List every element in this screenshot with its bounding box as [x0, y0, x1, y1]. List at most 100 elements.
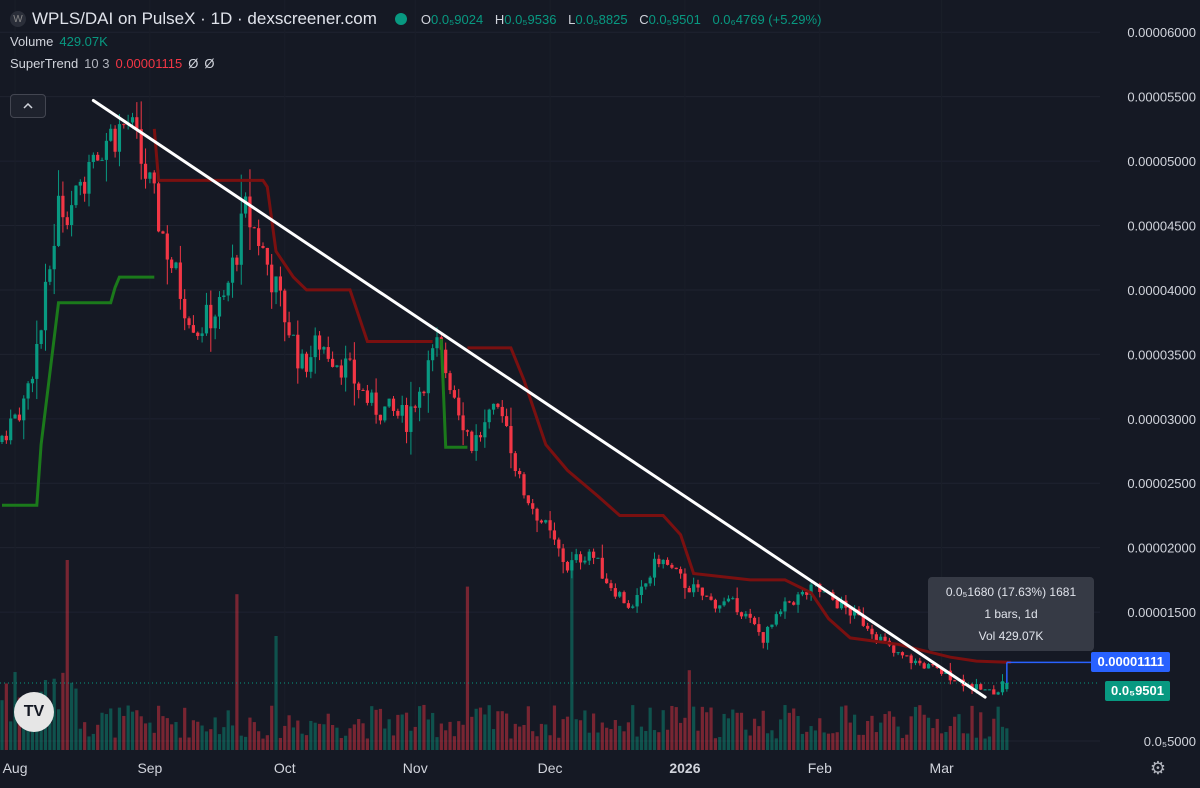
- volume-bar: [570, 563, 574, 750]
- volume-bar: [500, 711, 504, 750]
- volume-bar: [835, 732, 839, 750]
- candle-body: [513, 453, 517, 472]
- candle-body: [261, 245, 265, 248]
- candle-body: [639, 586, 644, 595]
- volume-bar: [831, 733, 835, 750]
- volume-bars: [0, 560, 1009, 750]
- high-value: 0.0₅9536: [504, 11, 557, 27]
- volume-bar: [126, 705, 130, 750]
- candle-body: [465, 430, 470, 432]
- supertrend: [2, 128, 1012, 664]
- volume-bar: [187, 737, 191, 750]
- volume-bar: [100, 712, 104, 750]
- candle-body: [570, 560, 574, 571]
- candle-body: [613, 588, 617, 597]
- trendline[interactable]: [91, 99, 987, 699]
- volume-bar: [422, 704, 426, 750]
- volume-bar: [970, 705, 974, 750]
- candle-body: [283, 290, 287, 323]
- volume-bar: [726, 718, 731, 750]
- volume-label: Volume: [10, 33, 54, 49]
- volume-bar: [1000, 726, 1005, 750]
- volume-bar: [657, 732, 661, 750]
- candle-body: [226, 282, 230, 296]
- volume-bar: [774, 738, 778, 750]
- candle-body: [652, 558, 657, 578]
- volume-bar: [52, 678, 56, 750]
- candle-body: [391, 398, 396, 411]
- candle-body: [48, 269, 52, 282]
- volume-bar: [278, 737, 282, 750]
- volume-bar: [404, 712, 409, 750]
- candle-body: [574, 554, 578, 561]
- volume-bar: [648, 707, 652, 750]
- tradingview-logo-icon[interactable]: TV: [14, 692, 54, 732]
- volume-bar: [235, 594, 239, 750]
- volume-bar: [996, 706, 1000, 750]
- candle-body: [435, 337, 439, 349]
- y-tick-label: 0.00005000: [1127, 154, 1196, 169]
- candle-body: [4, 435, 8, 441]
- volume-bar: [622, 731, 626, 750]
- candle-body: [874, 634, 878, 641]
- volume-bar: [409, 730, 413, 750]
- volume-bar: [574, 719, 578, 750]
- measure-tooltip: 0.0₅1680 (17.63%) 1681 1 bars, 1d Vol 42…: [928, 577, 1094, 651]
- candle-body: [313, 335, 317, 358]
- volume-bar: [148, 722, 152, 750]
- candle-body: [248, 196, 252, 228]
- gear-icon[interactable]: ⚙: [1149, 758, 1166, 778]
- candle-body: [252, 227, 256, 229]
- candle-body: [304, 353, 309, 372]
- volume-bar: [800, 733, 804, 750]
- ohlc-values: O0.0₅9024 H0.0₅9536 L0.0₅8825 C0.0₅9501 …: [421, 12, 830, 27]
- candle-body: [618, 592, 622, 597]
- candle-body: [344, 358, 348, 378]
- volume-bar: [679, 722, 683, 750]
- volume-bar: [313, 722, 317, 750]
- volume-bar: [822, 732, 826, 750]
- candles: [0, 101, 1009, 696]
- candle-body: [448, 373, 452, 391]
- low-value: 0.0₅8825: [575, 11, 628, 27]
- candle-body: [230, 257, 235, 283]
- volume-bar: [974, 737, 978, 750]
- candle-body: [879, 636, 883, 641]
- volume-value: 429.07K: [59, 33, 108, 49]
- x-tick-label: Aug: [3, 760, 28, 776]
- candle-body: [143, 163, 148, 179]
- candle-body: [752, 617, 757, 625]
- volume-bar: [365, 738, 369, 750]
- collapse-legend-button[interactable]: [10, 94, 46, 118]
- volume-bar: [565, 716, 570, 750]
- candle-body: [509, 426, 513, 454]
- volume-bar: [587, 732, 591, 750]
- candle-body: [209, 304, 213, 329]
- legend-volume-row[interactable]: Volume 429.07K: [10, 30, 829, 52]
- candle-body: [104, 140, 108, 160]
- chart-title[interactable]: WPLS/DAI on PulseX · 1D · dexscreener.co…: [32, 9, 377, 28]
- volume-bar: [304, 735, 309, 750]
- volume-bar: [809, 726, 813, 750]
- x-axis: Aug Sep Oct Nov Dec 2026 Feb Mar: [3, 760, 954, 776]
- volume-bar: [174, 722, 178, 750]
- legend-supertrend-row[interactable]: SuperTrend 10 3 0.00001115 Ø Ø: [10, 52, 829, 74]
- candle-body: [692, 584, 696, 593]
- volume-bar: [513, 723, 517, 750]
- candle-body: [866, 625, 870, 629]
- volume-bar: [639, 726, 644, 750]
- volume-bar: [4, 683, 8, 750]
- candle-body: [822, 591, 826, 593]
- candle-body: [183, 298, 187, 319]
- volume-bar: [348, 728, 352, 750]
- volume-bar: [531, 731, 535, 750]
- volume-bar: [526, 706, 530, 750]
- candle-body: [78, 181, 82, 186]
- candle-body: [222, 295, 226, 298]
- candle-body: [552, 530, 557, 540]
- volume-bar: [143, 723, 148, 750]
- candle-body: [74, 185, 78, 206]
- volume-bar: [378, 708, 383, 750]
- volume-bar: [813, 730, 818, 750]
